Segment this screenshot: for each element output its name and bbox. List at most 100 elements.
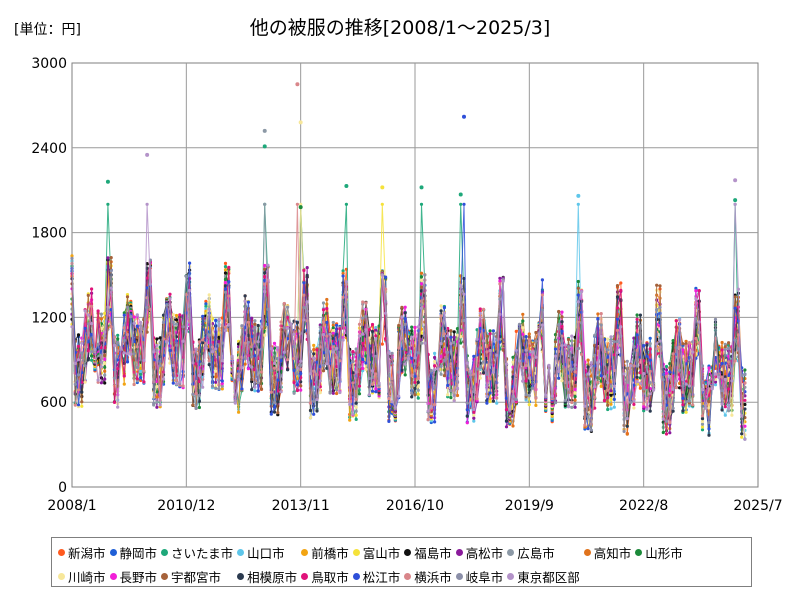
data-point [223, 329, 228, 333]
data-point [720, 340, 724, 345]
data-point [700, 417, 705, 421]
data-point [648, 347, 652, 351]
data-point [403, 317, 407, 321]
data-point [263, 271, 267, 275]
data-point [289, 322, 293, 326]
data-point [478, 307, 482, 311]
data-point [325, 297, 329, 302]
data-point [429, 404, 433, 408]
data-point [194, 406, 198, 410]
data-point [387, 374, 391, 378]
data-point [651, 388, 656, 392]
data-point [223, 268, 228, 272]
data-point [106, 256, 110, 260]
data-point [380, 342, 384, 346]
data-point [433, 360, 437, 364]
data-point [609, 398, 613, 402]
data-point [625, 432, 629, 436]
data-point [410, 374, 414, 378]
data-point [132, 352, 136, 356]
data-point [194, 391, 198, 395]
data-point [413, 380, 417, 384]
data-point [700, 422, 705, 426]
data-point [335, 391, 339, 396]
data-point [357, 384, 362, 388]
data-point [419, 289, 424, 293]
data-point [602, 399, 607, 403]
data-point [736, 347, 741, 351]
data-point [419, 202, 424, 206]
data-point [439, 314, 443, 318]
data-point [615, 328, 620, 332]
data-point [86, 340, 90, 344]
data-point [286, 305, 290, 309]
data-point [707, 366, 711, 370]
data-point [279, 320, 283, 324]
data-point [419, 278, 424, 282]
data-point [439, 304, 443, 308]
legend-item: 富山市 [352, 542, 400, 562]
data-point [227, 323, 231, 327]
data-point [593, 343, 597, 347]
data-point [576, 347, 580, 351]
data-point [217, 335, 221, 339]
data-point [609, 384, 613, 388]
legend-item: 横浜市 [404, 566, 452, 586]
data-point [593, 333, 597, 337]
data-point [380, 202, 384, 206]
data-point [713, 380, 718, 384]
data-point [73, 361, 77, 366]
legend-label: 長野市 [119, 569, 158, 585]
data-point [648, 336, 652, 340]
data-point [188, 261, 192, 265]
data-point [612, 340, 616, 344]
data-point [508, 406, 512, 411]
data-point [609, 402, 613, 406]
data-point [557, 376, 561, 380]
data-point [83, 380, 87, 384]
data-point [116, 405, 120, 409]
data-point [704, 406, 708, 410]
legend-item: 山形市 [635, 542, 683, 562]
data-point [269, 368, 273, 373]
data-point [99, 346, 103, 350]
data-point [661, 378, 665, 382]
data-point [410, 325, 414, 329]
data-point [707, 427, 711, 431]
data-point [478, 346, 482, 350]
data-point [429, 368, 433, 373]
legend-label: 横浜市 [414, 569, 452, 585]
data-point [645, 354, 649, 358]
data-point [354, 370, 358, 374]
data-point [452, 399, 456, 403]
data-point [207, 333, 211, 337]
data-point [576, 286, 580, 290]
data-point [416, 396, 420, 400]
data-point [681, 342, 685, 346]
data-point [635, 380, 639, 384]
data-point [90, 358, 94, 362]
legend-label: 高知市 [593, 545, 632, 561]
x-tick-label: 2016/10 [386, 498, 444, 514]
data-point [295, 321, 299, 325]
data-point [687, 399, 692, 403]
legend-marker [635, 548, 643, 556]
data-point [158, 364, 162, 368]
data-point [250, 316, 254, 320]
legend-label: 岐阜市 [465, 569, 504, 585]
legend-item: 新潟市 [58, 542, 106, 562]
data-point [488, 377, 492, 381]
data-point [495, 401, 499, 405]
data-point [511, 399, 515, 403]
data-point [139, 375, 143, 380]
data-point [668, 370, 672, 374]
data-point [263, 333, 267, 337]
data-point [612, 397, 616, 401]
legend-marker [583, 548, 591, 556]
data-point [295, 366, 299, 370]
data-point [560, 344, 564, 348]
data-point [338, 338, 342, 342]
y-axis-ticks: 0 600 1200 1800 2400 3000 [31, 56, 67, 496]
data-point [472, 419, 476, 423]
data-point [609, 335, 613, 339]
